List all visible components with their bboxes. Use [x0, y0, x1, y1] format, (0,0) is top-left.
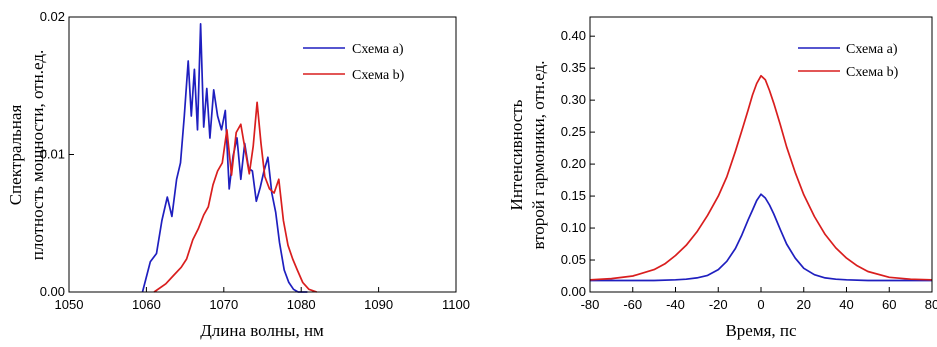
chart-right: -80 -60 -40 -20 0 20 40 60 80 0.00 0.05 0.10 0.15 0.2…	[507, 16, 937, 340]
chart-right-ylabel-line1: Интенсивность	[507, 99, 526, 210]
y-tick-label: 0.00	[561, 284, 586, 299]
chart-left-series	[141, 23, 317, 293]
x-tick-label: 40	[839, 297, 853, 312]
chart-left-ticks: 1050 1060 1070 1080 1090 1100 0.00 0.01 0.02	[40, 9, 470, 312]
series-line-2	[153, 101, 317, 293]
x-tick-label: -20	[709, 297, 728, 312]
chart-left-xlabel: Длина волны, нм	[200, 321, 324, 340]
legend-label: Схема b)	[352, 68, 405, 83]
x-tick-label: 1090	[364, 297, 393, 312]
y-tick-label: 0.40	[561, 28, 586, 43]
legend-label: Схема a)	[846, 42, 898, 57]
y-tick-label: 0.30	[561, 92, 586, 107]
x-tick-label: 0	[757, 297, 764, 312]
chart-right-ylabel-line2: второй гармоники, отн.ед.	[529, 60, 548, 249]
chart-left: 1050 1060 1070 1080 1090 1100 0.00 0.01 0.02 Дли…	[6, 9, 470, 340]
chart-right-legend: Схема a) Схема b)	[798, 42, 899, 80]
chart-right-frame	[589, 16, 933, 293]
y-tick-label: 0.10	[561, 220, 586, 235]
x-tick-label: 60	[882, 297, 896, 312]
x-tick-label: 80	[925, 297, 937, 312]
chart-right-series	[589, 74, 933, 282]
y-tick-label: 0.35	[561, 60, 586, 75]
x-tick-label: -40	[666, 297, 685, 312]
x-tick-label: 1070	[209, 297, 238, 312]
chart-left-ylabel-line2: плотность мощности, отн.ед.	[28, 50, 47, 261]
chart-left-legend: Схема a) Схема b)	[303, 42, 405, 83]
x-tick-label: -80	[581, 297, 600, 312]
x-tick-label: 1100	[442, 297, 470, 312]
chart-right-ticks: -80 -60 -40 -20 0 20 40 60 80 0.00 0.05 0.10 0.15 0.2…	[561, 28, 937, 312]
x-tick-label: 1060	[132, 297, 161, 312]
y-tick-label: 0.25	[561, 124, 586, 139]
y-tick-label: 0.15	[561, 188, 586, 203]
y-tick-label: 0.00	[40, 284, 65, 299]
x-tick-label: 1080	[287, 297, 316, 312]
chart-right-xlabel: Время, пс	[725, 321, 797, 340]
legend-label: Схема b)	[846, 65, 899, 80]
series-line-1	[141, 23, 308, 293]
y-tick-label: 0.01	[40, 147, 65, 162]
x-tick-label: 20	[797, 297, 811, 312]
y-tick-label: 0.20	[561, 156, 586, 171]
chart-left-ylabel-line1: Спектральная	[6, 105, 25, 206]
series-line-1	[590, 193, 932, 282]
x-tick-label: 1050	[55, 297, 84, 312]
y-tick-label: 0.02	[40, 9, 65, 24]
legend-label: Схема a)	[352, 42, 404, 57]
x-tick-label: -60	[623, 297, 642, 312]
series-line-2	[589, 74, 933, 281]
y-tick-label: 0.05	[561, 252, 586, 267]
